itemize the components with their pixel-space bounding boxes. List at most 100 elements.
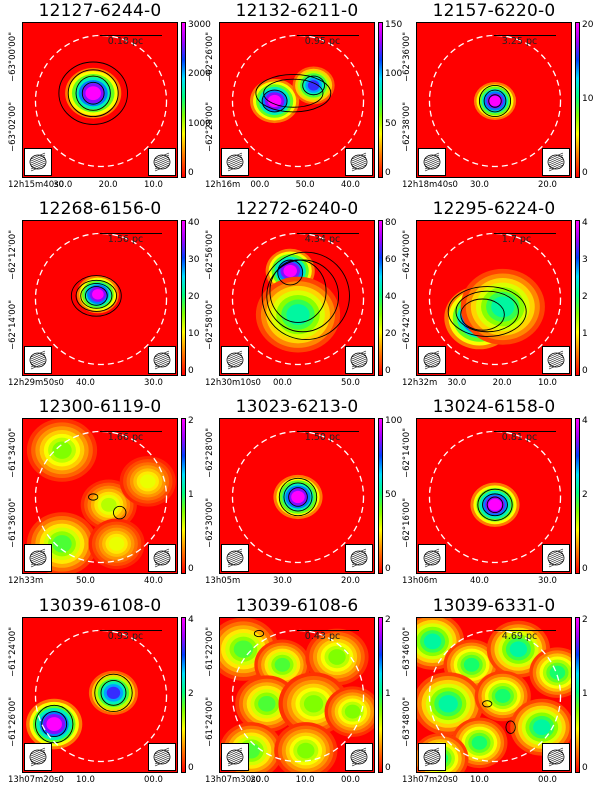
emission-blob — [471, 735, 488, 750]
x-tick-label: 30.0 — [447, 378, 467, 388]
beam-hatch — [424, 759, 440, 767]
beam-hatch — [30, 358, 46, 366]
beam-hatch — [227, 158, 243, 166]
x-tick-label: 40.0 — [144, 576, 163, 586]
beam-svg — [350, 548, 368, 568]
beam-hatch — [154, 558, 170, 566]
beam-inset — [542, 148, 570, 176]
emission-blob — [291, 490, 305, 504]
y-tick-label: −63°00'00" — [8, 31, 18, 83]
beam-hatch — [154, 753, 170, 761]
beam-hatch — [154, 749, 170, 757]
beam-inset — [24, 346, 52, 374]
beam-circle — [231, 430, 365, 564]
map-svg — [23, 618, 177, 772]
x-tick-label: 13h06m — [402, 576, 438, 586]
beam-hatch — [351, 552, 367, 560]
y-tick-label: −62°28'00" — [205, 427, 215, 479]
x-tick-label: 20.0 — [341, 576, 360, 586]
beam-hatch — [548, 352, 564, 360]
beam-hatch — [30, 548, 46, 556]
beam-svg — [547, 548, 565, 568]
scale-bar — [494, 630, 557, 631]
x-tick-label: 00.0 — [341, 775, 360, 785]
emission-blob — [495, 689, 511, 703]
beam-ellipse — [350, 154, 368, 170]
colorbar-tick: 20 — [385, 329, 397, 339]
emission-blob — [85, 86, 101, 101]
contour-line — [81, 81, 105, 105]
beam-hatch — [30, 554, 46, 562]
panel-title: 12272-6240-0 — [235, 199, 359, 219]
beam-hatch — [424, 360, 440, 368]
contour-line — [488, 94, 502, 108]
beam-hatch — [351, 162, 367, 170]
beam-hatch — [154, 548, 170, 556]
beam-hatch — [548, 152, 564, 160]
emission-blob — [267, 94, 282, 108]
contour-line — [288, 487, 308, 507]
panel-title: 13024-6158-0 — [432, 397, 556, 417]
beam-hatch — [351, 759, 367, 767]
contour-line — [269, 259, 327, 323]
emission-blob — [258, 695, 276, 712]
colorbar-tick: 30 — [188, 255, 200, 265]
emission-blob — [549, 665, 566, 680]
beam-hatch — [30, 350, 46, 358]
y-tick-label: −62°28'00" — [205, 101, 215, 153]
beam-hatch — [351, 749, 367, 757]
y-tick-label: −62°12'00" — [8, 229, 18, 281]
beam-hatch — [154, 550, 170, 558]
x-tick-label: 10.0 — [295, 775, 315, 785]
beam-inset — [24, 743, 52, 771]
beam-svg — [423, 152, 441, 172]
beam-hatch — [227, 558, 243, 566]
beam-ellipse — [547, 550, 565, 566]
contour-line — [261, 89, 288, 113]
colorbar — [378, 617, 383, 773]
beam-hatch — [30, 158, 46, 166]
beam-hatch — [227, 757, 243, 765]
y-tick-label: −61°26'00" — [8, 696, 18, 748]
beam-hatch — [548, 751, 564, 759]
beam-ellipse — [423, 550, 441, 566]
beam-hatch — [424, 552, 440, 560]
colorbar — [378, 418, 383, 574]
panel-title: 12300-6119-0 — [38, 397, 162, 417]
beam-hatch — [154, 350, 170, 358]
colorbar-tick: 4 — [582, 416, 588, 426]
beam-hatch — [30, 164, 46, 172]
x-tick-label: 30.0 — [273, 576, 292, 586]
colorbar-tick: 0 — [188, 564, 194, 574]
emission-blob — [438, 695, 458, 713]
emission-blob — [46, 717, 62, 732]
beam-hatch — [424, 560, 440, 568]
contour-line — [460, 298, 505, 331]
x-tick-label: 12h15m40s0 — [8, 180, 64, 190]
beam-ellipse — [226, 154, 244, 170]
colorbar-tick: 60 — [385, 255, 397, 265]
beam-hatch — [154, 360, 170, 368]
beam-hatch — [154, 747, 170, 755]
x-tick-label: 50.0 — [76, 576, 95, 586]
beam-hatch — [351, 158, 367, 166]
beam-hatch — [227, 548, 243, 556]
x-tick-label: 13h07m20s0 — [8, 775, 64, 785]
contour-line — [58, 61, 128, 125]
contour-line — [505, 720, 516, 734]
emission-blob — [233, 640, 254, 658]
scale-bar — [297, 431, 360, 432]
colorbar-tick: 0 — [188, 168, 194, 178]
beam-circle — [34, 629, 168, 763]
beam-hatch — [30, 749, 46, 757]
beam-inset — [542, 544, 570, 572]
beam-hatch — [351, 558, 367, 566]
beam-hatch — [30, 354, 46, 362]
scale-bar — [100, 431, 163, 432]
map-svg — [23, 419, 177, 573]
colorbar-tick: 1 — [188, 490, 194, 500]
beam-hatch — [424, 162, 440, 170]
beam-hatch — [548, 759, 564, 767]
x-tick-label: 10.0 — [470, 775, 489, 785]
beam-ellipse — [29, 749, 47, 765]
